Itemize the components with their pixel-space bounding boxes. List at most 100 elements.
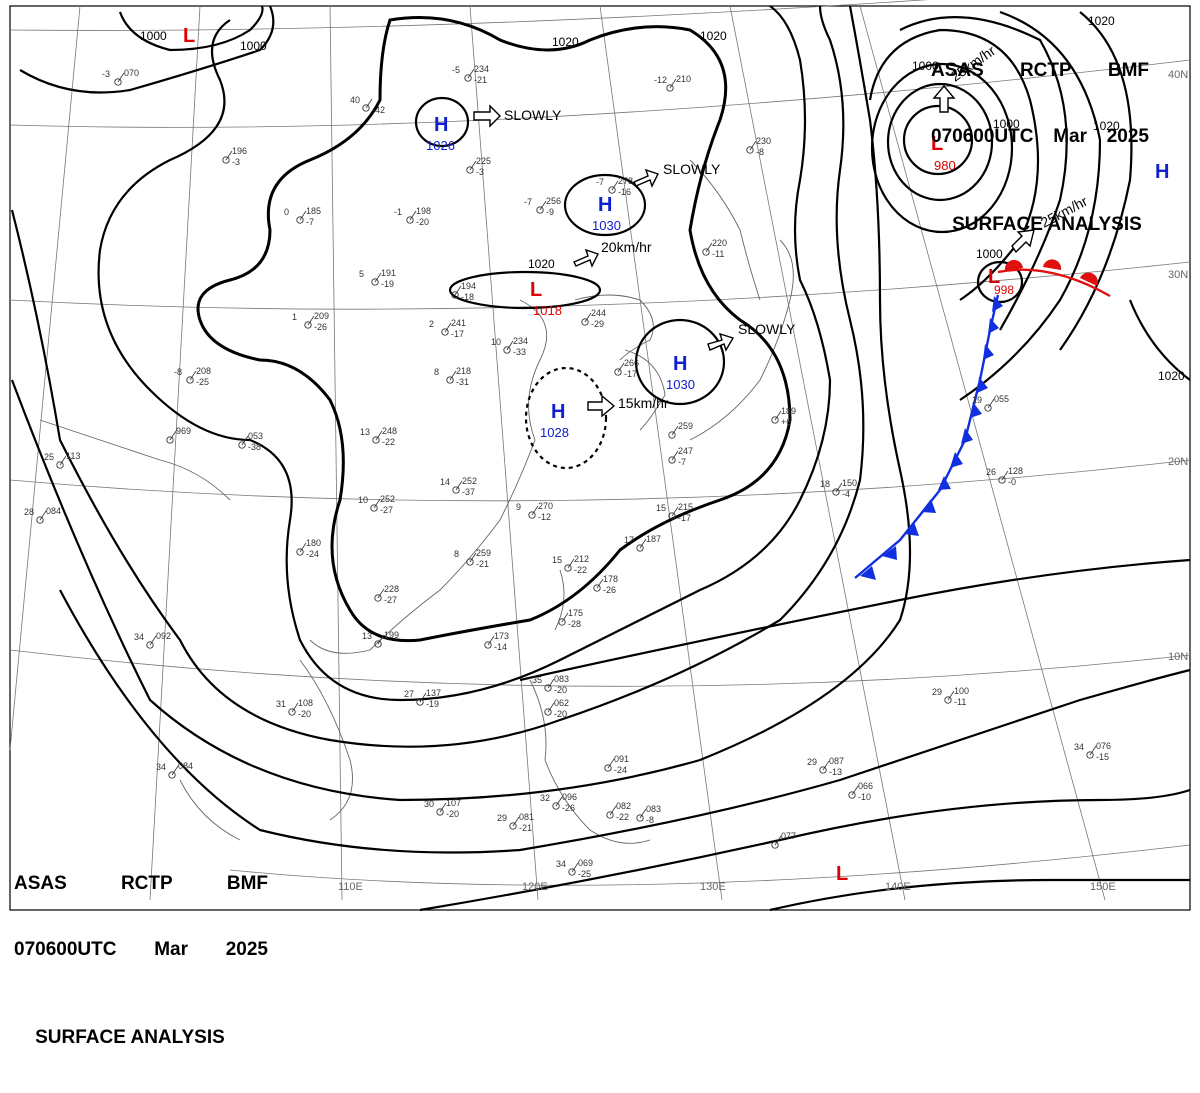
- station-plot: 266-17: [614, 358, 639, 379]
- station-plot: 180-24: [296, 538, 321, 559]
- wind-barb: [373, 498, 381, 509]
- wind-barb: [171, 765, 179, 776]
- station-marker: [819, 766, 827, 774]
- isobar-label: 1020: [552, 35, 579, 49]
- isobar-label: 1000: [976, 247, 1003, 261]
- parallel-20n: [9, 459, 1191, 502]
- coast-japan: [689, 239, 794, 441]
- station-marker: [362, 104, 370, 112]
- station-temperature: 15: [656, 503, 666, 513]
- station-plot: 208 -8 -25: [174, 366, 211, 387]
- station-marker: [668, 456, 676, 464]
- station-pressure: 108: [298, 698, 313, 708]
- station-dewpoint: -22: [382, 437, 395, 447]
- wind-barb: [705, 242, 713, 253]
- station-dewpoint: -22: [574, 565, 587, 575]
- wind-barb: [596, 578, 604, 589]
- cold-front-barb: [938, 476, 951, 490]
- station-dewpoint: -14: [494, 642, 507, 652]
- station-pressure: 053: [248, 431, 263, 441]
- wind-barb: [947, 690, 955, 701]
- station-plot: 107 30 -20: [424, 798, 461, 819]
- station-pressure: 228: [384, 584, 399, 594]
- station-dewpoint: -20: [554, 709, 567, 719]
- isobar-label: 1000: [140, 29, 167, 43]
- station-marker: [238, 441, 246, 449]
- isobar-labels: 1000 1000 1020 1020 1020 1000 1000 1020 …: [140, 14, 1185, 383]
- station-temperature: 34: [134, 632, 144, 642]
- wind-barb: [467, 68, 475, 79]
- coast-indochina: [299, 659, 353, 821]
- station-marker: [372, 436, 380, 444]
- cold-front-barb: [882, 546, 897, 560]
- station-marker: [222, 156, 230, 164]
- isobar-1004-south: [769, 878, 1190, 912]
- isobar-1000-low: [868, 28, 1040, 301]
- station-dewpoint: -33: [513, 347, 526, 357]
- wind-barb: [607, 758, 615, 769]
- station-dewpoint: -26: [562, 803, 575, 813]
- station-pressure: 212: [574, 554, 589, 564]
- parallel-10n: [9, 649, 1191, 687]
- station-marker: [528, 511, 536, 519]
- station-pressure: 076: [1096, 741, 1111, 751]
- wind-barb: [169, 430, 177, 441]
- lon-label: 130E: [700, 881, 726, 893]
- station-marker: [984, 404, 992, 412]
- wind-barb: [506, 340, 514, 351]
- station-dewpoint: -20: [298, 709, 311, 719]
- wind-barb: [291, 702, 299, 713]
- high-letter: H: [673, 353, 687, 375]
- station-marker: [374, 594, 382, 602]
- low-letter: L: [931, 133, 943, 155]
- wind-barb: [822, 760, 830, 771]
- station-pressure: 259: [678, 421, 693, 431]
- station-marker: [536, 206, 544, 214]
- motion-label: 15km/hr: [618, 395, 669, 411]
- warm-front-line: [997, 268, 1111, 298]
- station-marker: [56, 461, 64, 469]
- station-plot: 234 -5 -21: [452, 64, 489, 85]
- station-dewpoint: -12: [538, 512, 551, 522]
- wind-barb: [774, 835, 782, 846]
- station-marker: [371, 278, 379, 286]
- station-dewpoint: -20: [554, 685, 567, 695]
- station-pressure: 062: [554, 698, 569, 708]
- station-marker: [944, 696, 952, 704]
- station-pressure: 189: [781, 406, 796, 416]
- station-pressure: 081: [519, 812, 534, 822]
- station-temperature: 29: [932, 687, 942, 697]
- wind-barb: [455, 480, 463, 491]
- station-marker: [36, 516, 44, 524]
- station-plot: 178-26: [593, 574, 618, 595]
- high-pressure-value: 1028: [540, 425, 569, 440]
- cold-front-barb: [904, 522, 919, 536]
- station-pressure: 187: [646, 534, 661, 544]
- station-pressure: 215: [678, 502, 693, 512]
- station-pressure: 210: [676, 74, 691, 84]
- motion-arrow: [1011, 229, 1035, 254]
- motion-arrow: [932, 84, 956, 113]
- coast-bohai: [574, 294, 654, 361]
- station-plot: 087 29 -13: [807, 756, 844, 777]
- header-title: SURFACE ANALYSIS: [35, 1027, 225, 1048]
- station-plot: 076 34 -15: [1074, 741, 1111, 762]
- station-marker: [484, 641, 492, 649]
- station-pressure: 180: [306, 538, 321, 548]
- header-top: ASAS RCTP BMF 070600UTC Mar 2025 SURFACE…: [931, 16, 1149, 280]
- station-plot: 062-20: [544, 698, 569, 719]
- station-pressure: 278: [618, 176, 633, 186]
- wind-barb: [639, 808, 647, 819]
- station-plot: 137 27 -19: [404, 688, 441, 709]
- station-plot: 230-8: [746, 136, 771, 157]
- station-plot: 248 13 -22: [360, 426, 397, 447]
- station-temperature: 17: [624, 535, 634, 545]
- station-plot: 091-24: [604, 754, 629, 775]
- station-pressure: 256: [546, 196, 561, 206]
- station-temperature: 2: [429, 319, 434, 329]
- station-plot: 055 19: [972, 394, 1009, 412]
- station-marker: [771, 416, 779, 424]
- weather-map: 110E 120E 130E 140E 150E 40N 30N 20N 10N…: [9, 0, 1191, 1048]
- station-temperature: -7: [596, 177, 604, 187]
- wind-barb: [1001, 470, 1009, 481]
